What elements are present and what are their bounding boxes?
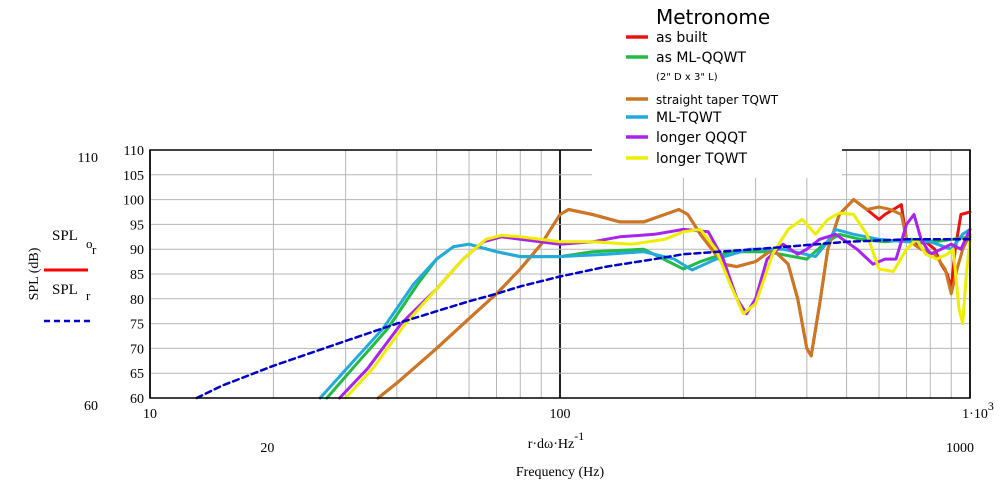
legend-background bbox=[592, 0, 842, 178]
plot-border bbox=[149, 149, 971, 399]
y-tick-label: 100 bbox=[123, 194, 144, 209]
y-tick-label: 105 bbox=[123, 169, 144, 184]
legend-label-4: longer QQQT bbox=[656, 130, 747, 146]
y-tick-label: 65 bbox=[130, 367, 144, 382]
legend-label-5: longer TQWT bbox=[656, 151, 747, 167]
x-tick-label: 1·103 bbox=[962, 399, 994, 422]
left-legend-label-1: SPL bbox=[52, 282, 78, 298]
y-tick-label: 70 bbox=[130, 342, 144, 357]
legend-label-2: straight taper TQWT bbox=[656, 93, 779, 107]
y-outer-label: 60 bbox=[84, 399, 98, 414]
y-tick-label: 60 bbox=[130, 392, 144, 407]
x-axis-expression-exp: -1 bbox=[574, 429, 584, 443]
y-tick-label: 85 bbox=[130, 268, 144, 283]
x-axis-expression: r·dω·Hz-1 bbox=[528, 429, 585, 452]
legend-note: (2" D x 3" L) bbox=[656, 72, 718, 83]
x-tick-label: 100 bbox=[550, 407, 571, 422]
series-line-4 bbox=[338, 213, 972, 400]
legend-title: Metronome bbox=[656, 5, 770, 29]
y-tick-label: 90 bbox=[130, 243, 144, 258]
x-secondary-tick-label: 1000 bbox=[946, 441, 974, 456]
y-outer-label: 110 bbox=[78, 151, 98, 166]
x-tick-label: 10 bbox=[143, 407, 157, 422]
axis-labels: r·dω·Hz-1 Frequency (Hz) SPL (dB) bbox=[27, 247, 604, 480]
series-lines bbox=[195, 198, 972, 400]
x-tick-exp: 3 bbox=[988, 399, 994, 413]
y-tick-label: 75 bbox=[130, 318, 144, 333]
y-axis-title: SPL (dB) bbox=[27, 247, 42, 300]
left-legend-sub-1: r bbox=[86, 288, 91, 303]
y-tick-label: 80 bbox=[130, 293, 144, 308]
plot-frame bbox=[149, 149, 971, 399]
series-line-5 bbox=[344, 211, 972, 400]
grid bbox=[149, 149, 971, 399]
left-legend-sub-0: o bbox=[86, 236, 93, 251]
legend-label-3: ML-TQWT bbox=[656, 110, 722, 126]
series-line-2 bbox=[376, 198, 972, 400]
x-secondary-tick-label: 20 bbox=[260, 441, 274, 456]
series-line-6 bbox=[195, 238, 972, 400]
left-legend-label-0: SPL bbox=[52, 228, 78, 244]
legend-label-0: as built bbox=[656, 30, 708, 46]
legend-label-1: as ML-QQWT bbox=[656, 50, 746, 66]
y-tick-label: 95 bbox=[130, 218, 144, 233]
left-legend-sub2-0: r bbox=[92, 242, 97, 257]
x-axis-title: Frequency (Hz) bbox=[516, 465, 605, 480]
series-line-3 bbox=[318, 227, 972, 400]
y-tick-label: 110 bbox=[124, 144, 144, 159]
